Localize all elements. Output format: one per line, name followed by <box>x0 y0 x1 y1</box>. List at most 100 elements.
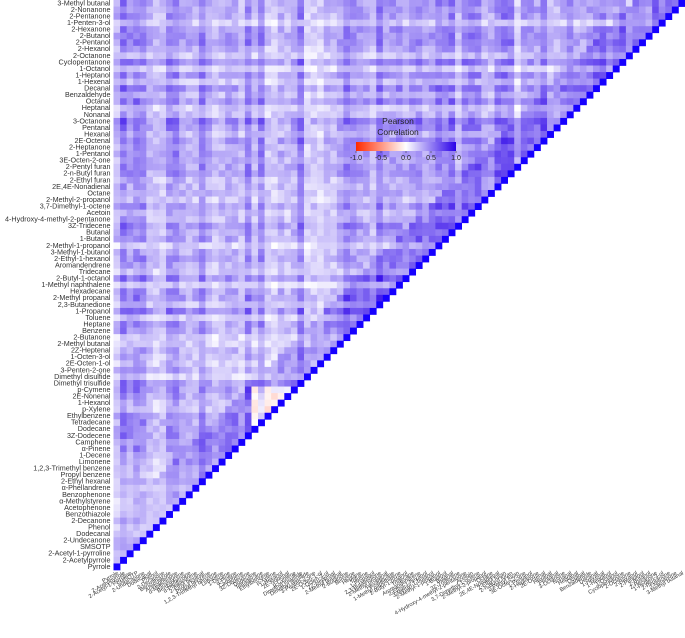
heatmap-cell <box>179 170 187 178</box>
heatmap-cell <box>547 32 554 40</box>
heatmap-cell <box>113 137 121 145</box>
heatmap-cell <box>639 6 646 14</box>
heatmap-cell <box>198 39 206 47</box>
heatmap-cell <box>310 13 318 20</box>
heatmap-cell <box>389 124 397 132</box>
heatmap-diagonal-cell <box>251 425 259 433</box>
heatmap-cell <box>159 465 167 473</box>
heatmap-cell <box>514 85 522 93</box>
heatmap-cell <box>212 380 219 387</box>
heatmap-cell <box>159 412 167 420</box>
heatmap-cell <box>126 497 134 505</box>
heatmap-cell <box>494 85 502 93</box>
heatmap-cell <box>244 425 252 433</box>
heatmap-cell <box>520 150 528 158</box>
heatmap-cell <box>231 203 239 210</box>
heatmap-cell <box>297 373 305 381</box>
heatmap-cell <box>441 190 449 197</box>
heatmap-cell <box>120 301 127 309</box>
heatmap-cell <box>126 340 134 348</box>
heatmap-cell <box>304 301 311 309</box>
heatmap-cell <box>166 65 173 73</box>
heatmap-cell <box>422 72 430 79</box>
heatmap-cell <box>349 229 357 237</box>
heatmap-cell <box>336 72 344 79</box>
heatmap-cell <box>382 72 390 79</box>
heatmap-cell <box>363 32 371 40</box>
heatmap-cell <box>317 248 325 256</box>
heatmap-cell <box>212 353 219 361</box>
heatmap-cell <box>244 85 252 93</box>
heatmap-cell <box>402 0 410 7</box>
heatmap-cell <box>251 307 259 315</box>
heatmap-cell <box>402 235 410 243</box>
heatmap-cell <box>343 327 351 335</box>
heatmap-cell <box>317 294 325 302</box>
heatmap-cell <box>198 176 206 184</box>
heatmap-cell <box>507 0 515 7</box>
heatmap-cell <box>172 307 180 315</box>
heatmap-cell <box>185 0 193 7</box>
heatmap-cell <box>520 78 528 86</box>
heatmap-cell <box>455 150 463 158</box>
y-tick-label: Benzene <box>82 326 110 335</box>
heatmap-cell <box>441 150 449 158</box>
heatmap-cell <box>376 131 384 138</box>
heatmap-cell <box>481 111 489 119</box>
heatmap-cell <box>507 6 515 14</box>
heatmap-cell <box>205 294 213 302</box>
heatmap-cell <box>133 478 141 486</box>
heatmap-cell <box>185 163 193 171</box>
heatmap-cell <box>185 150 193 158</box>
heatmap-cell <box>336 321 344 328</box>
heatmap-cell <box>185 268 193 276</box>
heatmap-cell <box>231 78 239 86</box>
heatmap-cell <box>225 98 233 106</box>
heatmap-cell <box>409 13 417 20</box>
y-tick-label: 2-Octanone <box>73 51 111 60</box>
heatmap-cell <box>185 117 193 125</box>
heatmap-cell <box>501 65 508 73</box>
heatmap-cell <box>198 373 206 381</box>
heatmap-cell <box>494 52 502 60</box>
heatmap-cell <box>304 45 311 53</box>
heatmap-cell <box>271 340 279 348</box>
heatmap-cell <box>258 360 265 368</box>
heatmap-cell <box>172 288 180 296</box>
heatmap-cell <box>507 78 515 86</box>
heatmap-cell <box>369 91 377 99</box>
heatmap-cell <box>382 176 390 184</box>
heatmap-cell <box>172 327 180 335</box>
heatmap-cell <box>455 13 463 20</box>
heatmap-cell <box>336 229 344 237</box>
heatmap-cell <box>382 275 390 283</box>
heatmap-cell <box>238 229 246 237</box>
heatmap-cell <box>566 52 574 60</box>
y-tick-label: 1-Butanol <box>80 234 111 243</box>
heatmap-cell <box>133 6 141 14</box>
heatmap-cell <box>264 65 272 73</box>
heatmap-cell <box>290 268 298 276</box>
heatmap-cell <box>356 281 364 289</box>
heatmap-diagonal-cell <box>264 412 272 420</box>
heatmap-cell <box>468 98 476 106</box>
heatmap-cell <box>317 19 325 27</box>
heatmap-cell <box>330 307 338 315</box>
heatmap-cell <box>139 52 147 60</box>
heatmap-cell <box>264 229 272 237</box>
heatmap-cell <box>258 85 265 93</box>
y-tick-label: 1,2,3-Trimethyl benzene <box>33 464 110 473</box>
heatmap-cell <box>212 203 219 210</box>
heatmap-cell <box>422 45 430 53</box>
heatmap-cell <box>264 235 272 243</box>
heatmap-cell <box>593 19 600 27</box>
heatmap-cell <box>205 262 213 269</box>
heatmap-cell <box>435 131 443 138</box>
heatmap-cell <box>264 340 272 348</box>
heatmap-cell <box>448 170 456 178</box>
heatmap-cell <box>304 157 311 165</box>
heatmap-cell <box>363 196 371 204</box>
heatmap-cell <box>389 6 397 14</box>
heatmap-cell <box>166 281 173 289</box>
heatmap-cell <box>277 216 285 224</box>
